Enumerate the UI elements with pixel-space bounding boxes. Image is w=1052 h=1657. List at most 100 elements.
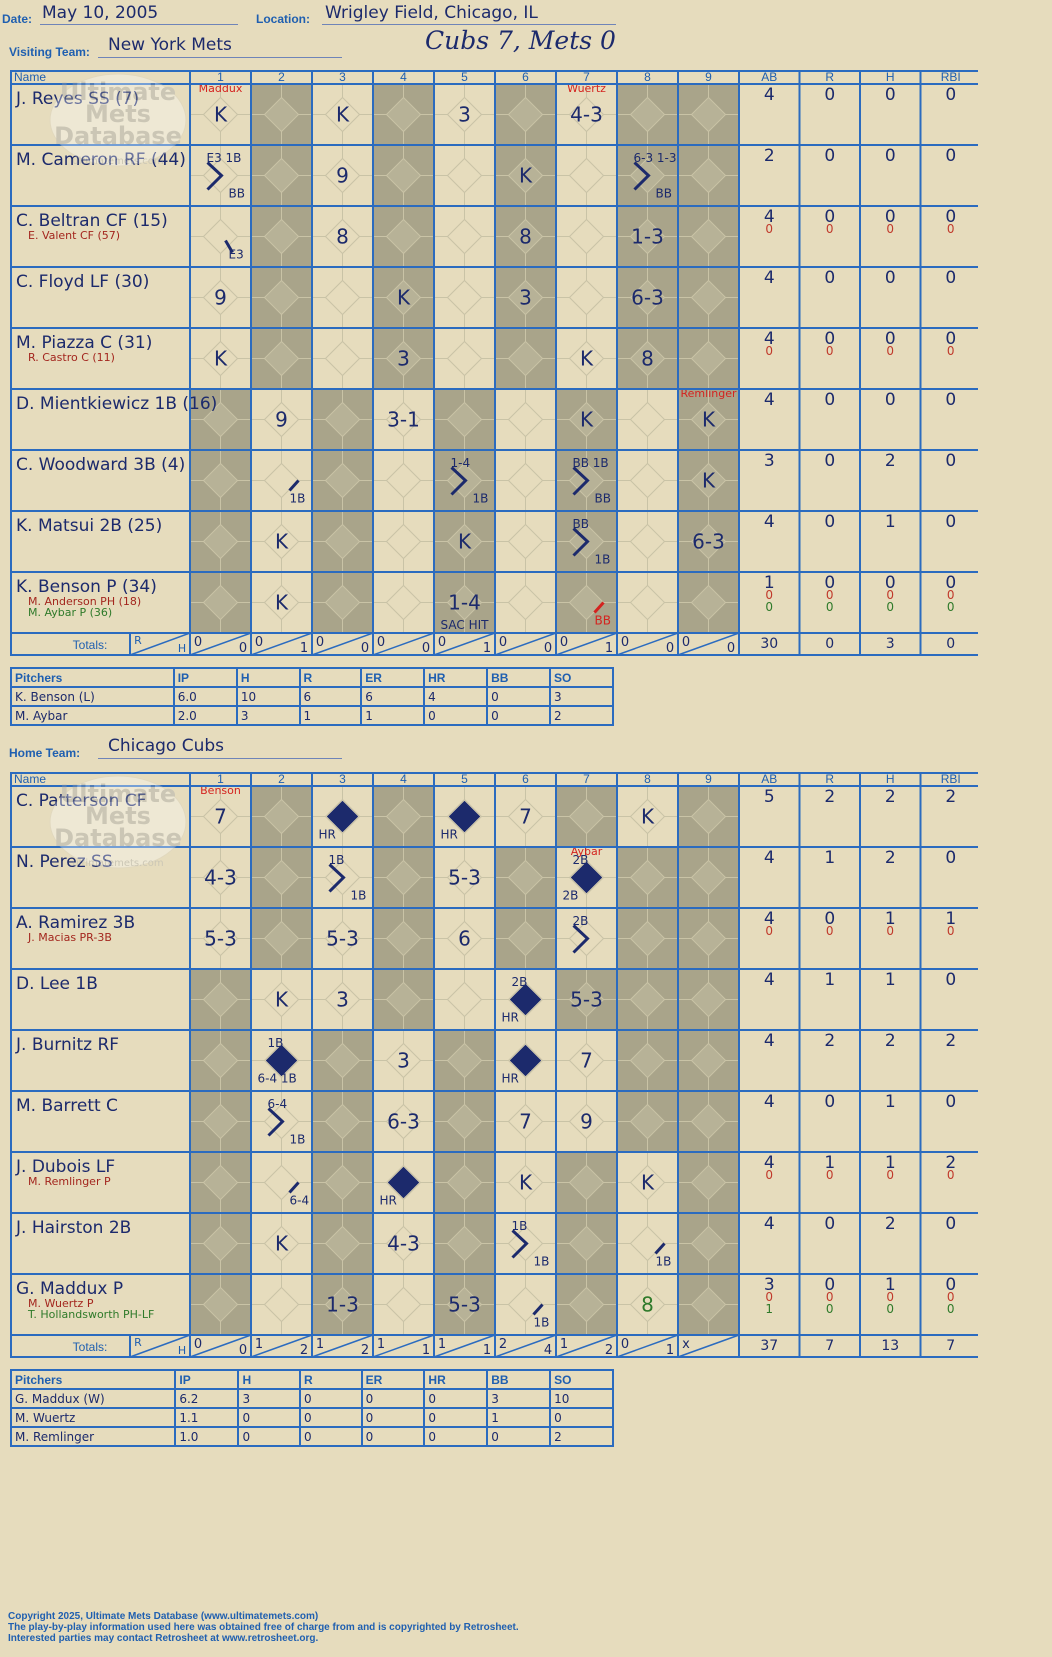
home-team-label: Home Team:: [9, 746, 81, 760]
name-header: Name: [14, 772, 46, 786]
base-diamond: [568, 96, 605, 133]
stat-value: 0: [947, 1302, 955, 1316]
base-diamond: [385, 798, 422, 835]
base-diamond: [507, 96, 544, 133]
stat-cell: [799, 572, 860, 633]
stat-cell: [739, 328, 800, 389]
stat-value: 0: [824, 1275, 835, 1295]
stat-value: 0: [824, 909, 835, 929]
stat-value: 0: [824, 451, 835, 471]
pitching-header-cell: BB: [486, 667, 551, 688]
stat-cell: [920, 1213, 978, 1274]
runs-letter: R: [134, 1336, 142, 1349]
stat-cell: [799, 511, 860, 572]
player-name: K. Benson P (34): [16, 577, 157, 597]
play-result: 1-3: [631, 225, 664, 249]
play-result: 5-3: [448, 1293, 481, 1317]
stat-cell: [860, 145, 921, 206]
stat-cell: [739, 1274, 800, 1335]
inning-runs: 1: [438, 1337, 446, 1352]
stat-value: 1: [885, 909, 896, 929]
base-diamond: [568, 1042, 605, 1079]
stat-value: 2: [885, 1214, 896, 1234]
stat-header-rbi: RBI: [941, 70, 961, 84]
base-diamond: [202, 1042, 239, 1079]
name-header: Name: [14, 70, 46, 84]
inning-runs: 2: [499, 1337, 507, 1352]
base-diamond: [385, 401, 422, 438]
play-result: 5-3: [204, 927, 237, 951]
stat-cell: [799, 1274, 860, 1335]
watermark-text: Mets: [85, 802, 151, 830]
base-diamond: [202, 1225, 239, 1262]
pitcher-change-tag: Benson: [200, 784, 241, 797]
watermark-circle: [49, 775, 187, 869]
advance-path: [267, 1107, 285, 1137]
base-diamond: [263, 584, 300, 621]
game-date: May 10, 2005: [42, 3, 159, 23]
stat-value: 0: [824, 329, 835, 349]
base-diamond: [629, 1286, 666, 1323]
inning-hits: 0: [666, 641, 674, 656]
play-result: 4-3: [570, 103, 603, 127]
stat-value: 0: [826, 1290, 834, 1304]
stat-value: 0: [886, 1290, 894, 1304]
stat-value: 0: [765, 1290, 773, 1304]
base-diamond: [507, 798, 544, 835]
stat-value: 0: [826, 344, 834, 358]
play-note-bottom: HR: [319, 828, 336, 842]
stat-value: 4: [764, 909, 775, 929]
play-result: K: [275, 530, 289, 554]
stat-value: 0: [947, 1290, 955, 1304]
inning-runs: 0: [560, 635, 568, 650]
base-diamond: [690, 1042, 727, 1079]
inning-runs: 0: [316, 635, 324, 650]
inning-runs: 1: [316, 1337, 324, 1352]
home-team-name: Chicago Cubs: [108, 736, 225, 756]
hits-letter: H: [178, 1344, 186, 1357]
inning-hits: 0: [727, 641, 735, 656]
play-result: 3: [458, 103, 471, 127]
base-diamond: [629, 401, 666, 438]
player-name: J. Burnitz RF: [15, 1035, 119, 1055]
stat-value: 4: [764, 1092, 775, 1112]
stat-value: 0: [945, 390, 956, 410]
stat-value: 2: [824, 1031, 835, 1051]
inning-runs: 1: [255, 1337, 263, 1352]
pitching-header-cell: ER: [360, 1369, 426, 1390]
stat-cell: [920, 1091, 978, 1152]
inning-total-slash: [433, 1334, 496, 1358]
substitute-name: M. Aybar P (36): [28, 606, 112, 619]
pitcher-stat: 1: [298, 705, 363, 726]
play-result: 6-3: [387, 1110, 420, 1134]
home-run-diamond: [326, 800, 359, 833]
stat-value: 0: [886, 600, 894, 614]
base-diamond: [202, 981, 239, 1018]
substitute-name: M. Wuertz P: [28, 1297, 94, 1310]
base-diamond: [446, 1103, 483, 1140]
base-diamond: [690, 798, 727, 835]
stat-value: 2: [885, 1031, 896, 1051]
stat-value: 0: [824, 268, 835, 288]
play-result: 5-3: [448, 866, 481, 890]
pitcher-stat: 0: [237, 1426, 302, 1447]
pitcher-stat: 2: [549, 705, 614, 726]
base-diamond: [385, 340, 422, 377]
pitcher-stat: 2.0: [172, 705, 238, 726]
base-diamond: [202, 1103, 239, 1140]
stat-total: 3: [886, 636, 895, 652]
stat-value: 1: [885, 1092, 896, 1112]
play-note-bottom: 6-4: [290, 1194, 310, 1208]
stat-cell: [860, 389, 921, 450]
base-diamond: [385, 523, 422, 560]
pitcher-stat: 2: [549, 1426, 614, 1447]
base-diamond: [629, 584, 666, 621]
base-diamond: [629, 462, 666, 499]
player-name: C. Floyd LF (30): [16, 272, 149, 292]
inning-header-7: 7: [583, 772, 590, 786]
base-diamond: [690, 1164, 727, 1201]
stat-cell: [799, 145, 860, 206]
player-name: D. Lee 1B: [16, 974, 98, 994]
